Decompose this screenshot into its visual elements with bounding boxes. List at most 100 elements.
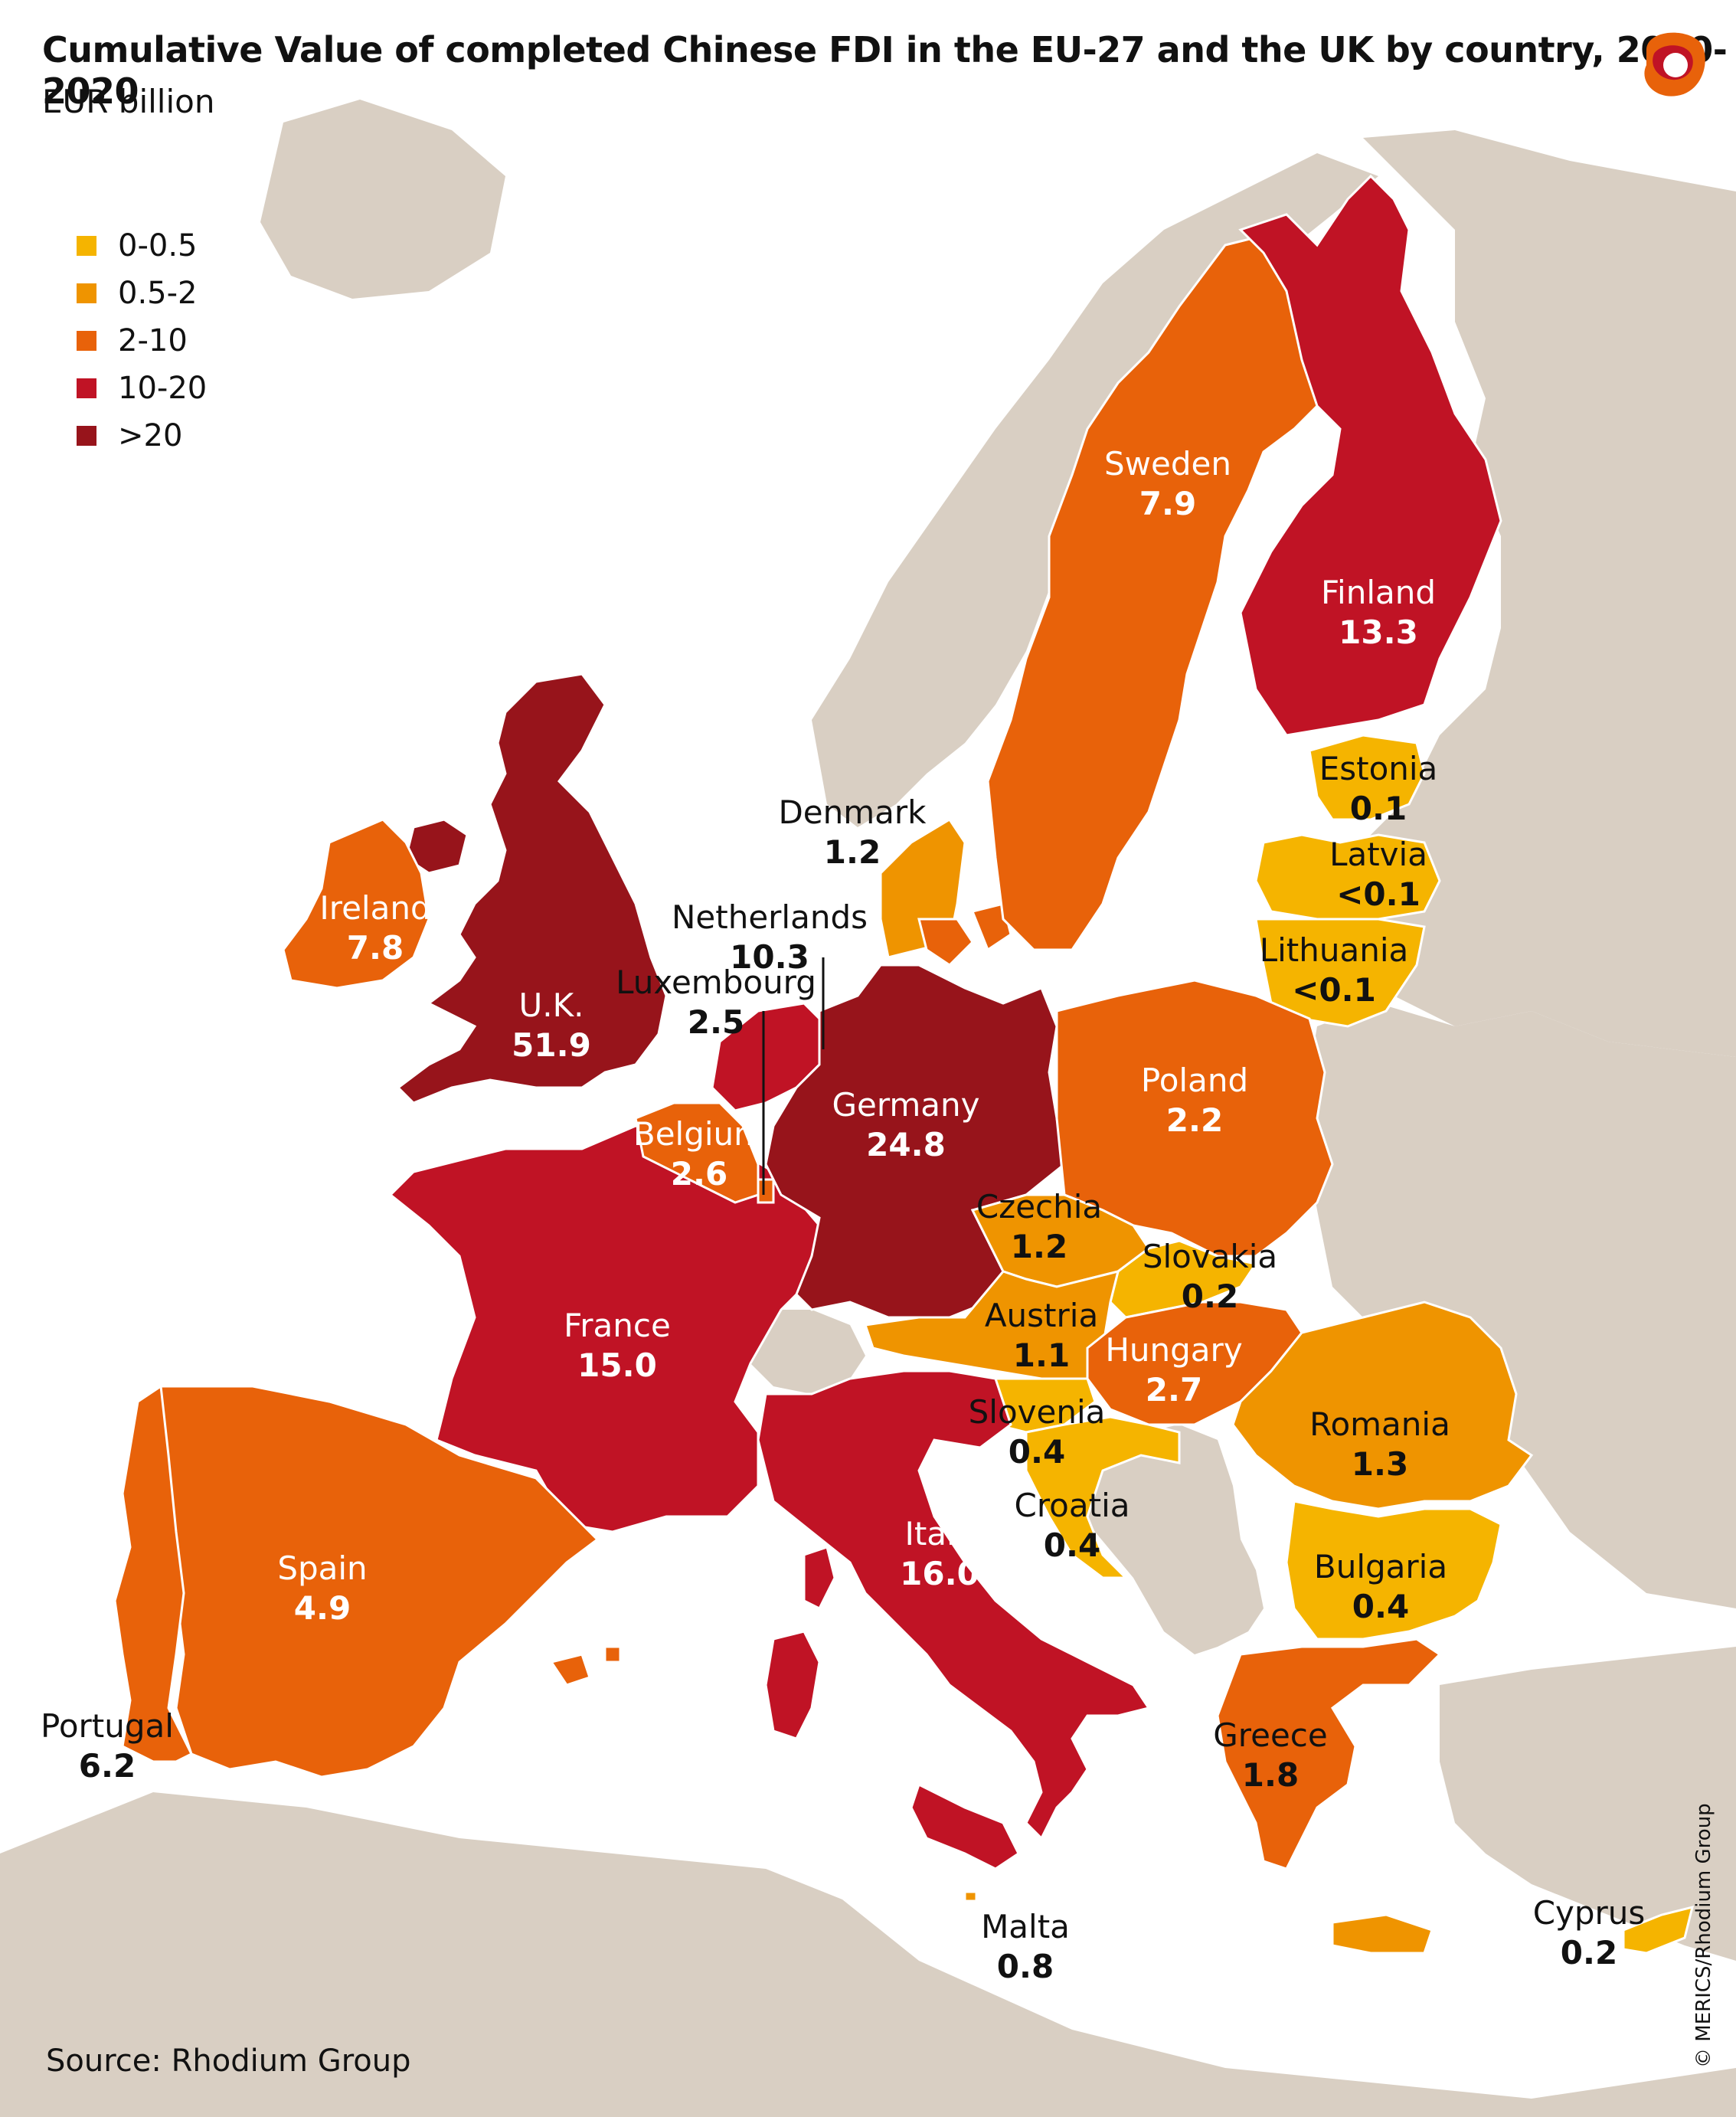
country-romania[interactable] [1231,1301,1534,1510]
label-malta-value: 0.8 [997,1948,1054,1985]
country-bulgaria[interactable] [1285,1500,1502,1641]
label-spain-value: 4.9 [294,1589,351,1627]
label-belgium-name: Belgium [633,1115,765,1153]
label-luxembourg-value: 2.5 [688,1003,744,1041]
country-finland[interactable] [1238,174,1502,737]
label-slovenia-name: Slovenia [969,1393,1106,1431]
map-subtitle: EUR billion [42,83,215,120]
country-cyprus[interactable] [1622,1905,1695,1955]
label-greece-value: 1.8 [1242,1756,1299,1794]
source-note: Source: Rhodium Group [46,2043,411,2079]
label-italy-value: 16.0 [900,1555,979,1592]
label-sweden-name: Sweden [1104,445,1231,483]
legend-swatch [77,236,96,256]
label-croatia-value: 0.4 [1044,1526,1100,1564]
label-finland-value: 13.3 [1339,614,1418,651]
legend-swatch [77,331,96,351]
country-italy-sardinia[interactable] [764,1630,821,1740]
label-estonia-name: Estonia [1319,750,1438,787]
countries [113,174,1695,1955]
turkey [1440,1647,1736,1961]
leader-lines [762,957,825,1195]
country-italy-sicily[interactable] [910,1782,1020,1870]
label-slovenia-value: 0.4 [1009,1433,1065,1471]
label-netherlands-name: Netherlands [672,898,868,936]
legend-item: 0.5-2 [77,270,207,317]
label-estonia-value: 0.1 [1350,790,1407,827]
legend-swatch [77,283,96,303]
label-slovakia-value: 0.2 [1182,1278,1238,1315]
merics-logo-icon [1631,23,1715,107]
country-spain[interactable] [159,1385,600,1778]
label-croatia-name: Croatia [1015,1487,1130,1524]
russia-north [1332,130,1736,1057]
country-croatia[interactable] [1025,1415,1181,1579]
label-cyprus-name: Cyprus [1533,1894,1646,1932]
legend-swatch [77,378,96,398]
label-bulgaria-value: 0.4 [1352,1588,1409,1625]
label-ireland-name: Ireland [319,889,430,927]
balkans [1057,1425,1264,1654]
country-latvia[interactable] [1254,833,1441,921]
label-finland-name: Finland [1321,574,1436,611]
label-denmark-value: 1.2 [824,833,881,871]
country-luxembourg[interactable] [757,1178,775,1204]
label-poland-value: 2.2 [1166,1101,1223,1139]
label-czechia-value: 1.2 [1011,1228,1067,1265]
north-africa [0,1792,1736,2117]
legend-swatch [77,426,96,446]
country-slovakia[interactable] [1109,1239,1258,1319]
label-romania-name: Romania [1309,1405,1450,1443]
label-spain-name: Spain [277,1549,367,1587]
credit-note: © MERICS/Rhodium Group [1692,1803,1715,2068]
country-ireland[interactable] [282,818,430,990]
label-latvia-value: <0.1 [1336,875,1421,913]
country-italy[interactable] [757,1369,1151,1841]
country-austria[interactable] [864,1269,1120,1380]
map-title: Cumulative Value of completed Chinese FD… [42,29,1728,112]
label-portugal-value: 6.2 [79,1747,136,1785]
label-sweden-value: 7.9 [1139,485,1196,522]
legend-item: 2-10 [77,317,207,365]
country-malta[interactable] [963,1890,978,1903]
belarus-ukraine [1302,1003,1736,1608]
label-luxembourg-name: Luxembourg [616,964,816,1001]
label-germany-value: 24.8 [866,1126,946,1163]
switzerland [750,1310,865,1394]
label-hungary-value: 2.7 [1146,1371,1202,1409]
legend-item: 0-0.5 [77,222,207,270]
label-malta-name: Malta [981,1908,1070,1945]
country-portugal[interactable] [113,1384,194,1763]
iceland [260,100,505,299]
label-czechia-name: Czechia [976,1188,1102,1225]
label-poland-name: Poland [1141,1062,1248,1099]
country-estonia[interactable] [1308,734,1426,821]
country-france-corsica[interactable] [803,1546,836,1611]
legend-label: >20 [118,418,183,453]
country-uk[interactable] [396,672,668,1104]
label-portugal-name: Portugal [41,1707,174,1745]
legend-item: >20 [77,412,207,460]
label-romania-value: 1.3 [1352,1445,1408,1483]
label-denmark-name: Denmark [778,793,927,831]
legend-label: 10-20 [118,371,208,406]
label-lithuania-name: Lithuania [1260,931,1409,969]
label-france-value: 15.0 [577,1346,657,1384]
legend-label: 0.5-2 [118,276,198,311]
legend: 0-0.5 0.5-2 2-10 10-20 >20 [77,222,207,460]
country-greece[interactable] [1216,1638,1442,1870]
legend-item: 10-20 [77,365,207,412]
country-lithuania[interactable] [1254,918,1426,1028]
legend-label: 0-0.5 [118,228,198,263]
label-cyprus-value: 0.2 [1561,1934,1617,1971]
country-denmark-islands[interactable] [917,902,1012,967]
label-ireland-value: 7.8 [347,929,404,967]
label-austria-name: Austria [985,1297,1098,1334]
label-bulgaria-name: Bulgaria [1314,1548,1447,1585]
country-greece-crete[interactable] [1331,1913,1434,1955]
country-spain-balearic[interactable] [549,1645,622,1687]
label-latvia-name: Latvia [1329,836,1427,873]
label-lithuania-value: <0.1 [1292,971,1376,1009]
label-greece-name: Greece [1213,1716,1328,1754]
